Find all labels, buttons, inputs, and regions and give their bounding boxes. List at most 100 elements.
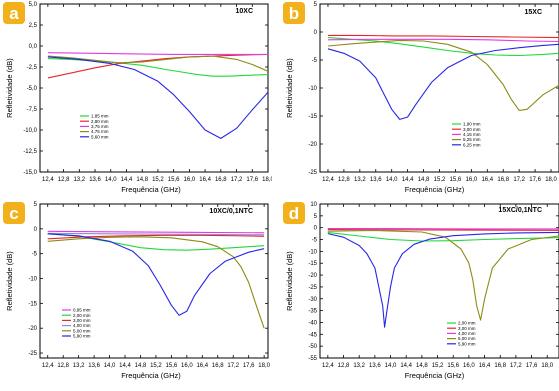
y-tick-label: -10: [308, 86, 317, 92]
x-tick-label: 15,6: [450, 177, 462, 183]
y-tick-label: -25: [308, 170, 317, 176]
series-line: [47, 236, 265, 329]
legend-label: 4,15 mm: [463, 132, 481, 137]
x-tick-label: 14,4: [119, 363, 131, 369]
series-line: [327, 231, 559, 328]
legend-label: 5,60 mm: [91, 134, 109, 139]
legend-label: 3,00 mm: [73, 318, 91, 323]
panel-badge: [283, 202, 305, 224]
material-label: 10XC: [235, 8, 253, 15]
series-line: [47, 55, 268, 72]
x-tick-label: 15,2: [434, 177, 446, 183]
series-line: [327, 43, 559, 120]
legend: 2,00 mm3,00 mm4,00 mm5,00 mm5,90 mm: [447, 321, 476, 346]
x-tick-label: 15,2: [150, 363, 162, 369]
x-tick-label: 14,0: [385, 363, 397, 369]
y-tick-label: -15: [28, 301, 37, 307]
series-line: [327, 229, 559, 231]
x-tick-label: 18,0: [545, 177, 557, 183]
y-tick-label: -7,5: [27, 107, 38, 113]
legend-label: 2,80 mm: [91, 119, 109, 124]
series-line: [327, 39, 559, 111]
y-tick-label: -30: [308, 297, 317, 303]
x-tick-label: 12,4: [42, 177, 54, 183]
panel-badge-letter: c: [9, 204, 18, 223]
y-tick-label: 5: [314, 214, 318, 220]
x-tick-label: 14,4: [121, 177, 133, 183]
x-tick-label: 12,8: [338, 177, 350, 183]
y-tick-label: -15,0: [23, 170, 37, 176]
x-tick-label: 13,6: [370, 177, 382, 183]
series-line: [327, 229, 559, 321]
legend-label: 5,00 mm: [73, 328, 91, 333]
x-tick-label: 15,6: [166, 363, 178, 369]
panel-badge: [3, 2, 25, 24]
x-tick-label: 15,6: [168, 177, 180, 183]
legend-label: 3,75 mm: [91, 124, 109, 129]
y-tick-label: -2,5: [27, 65, 38, 71]
x-tick-label: 14,0: [104, 363, 116, 369]
y-tick-label: -25: [28, 351, 37, 357]
series-line: [327, 231, 559, 242]
legend-label: 2,00 mm: [73, 313, 91, 318]
y-tick-label: 5: [34, 202, 38, 208]
y-axis-label: Refletividade (dB): [5, 58, 14, 118]
chart-svg: 12,4 12,8 13,2 13,6 14,0 14,4 14,8 15,2 15,6 16,0…: [3, 202, 271, 380]
plot-frame: [39, 203, 269, 359]
panel-badge-letter: a: [9, 4, 19, 23]
legend-label: 4,00 mm: [73, 323, 91, 328]
plot-frame: [319, 3, 559, 173]
y-axis-label: Refletividade (dB): [285, 251, 294, 311]
plot-frame: [319, 203, 559, 359]
plot-frame: [39, 3, 269, 173]
x-tick-label: 12,4: [322, 363, 334, 369]
x-tick-label: 14,4: [400, 363, 412, 369]
x-tick-label: 13,2: [73, 363, 85, 369]
x-tick-label: 16,4: [481, 177, 493, 183]
y-tick-label: -12,5: [23, 149, 37, 155]
legend-label: 1,85 mm: [91, 114, 109, 119]
series-line: [47, 56, 268, 139]
chart-panel-b: 12,4 12,8 13,2 13,6 14,0 14,4 14,8 15,2 15,6 16,0…: [280, 0, 559, 196]
y-tick-label: -20: [308, 142, 317, 148]
series-line: [327, 38, 559, 43]
legend-label: 4,00 mm: [458, 331, 476, 336]
x-tick-label: 13,2: [353, 363, 365, 369]
chart-panel-a: 12,4 12,8 13,2 13,6 14,0 14,4 14,8 15,2 15,6 16,0…: [0, 0, 272, 196]
chart-svg: 12,4 12,8 13,2 13,6 14,0 14,4 14,8 15,2 15,6 16,0…: [3, 2, 272, 194]
y-tick-label: -10,0: [23, 128, 37, 134]
y-tick-label: -5: [32, 252, 38, 258]
x-tick-label: 13,2: [354, 177, 366, 183]
x-tick-label: 12,8: [338, 363, 350, 369]
legend-label: 5,00 mm: [458, 336, 476, 341]
y-tick-label: -5: [312, 58, 318, 64]
x-tick-label: 14,8: [416, 363, 428, 369]
x-tick-label: 16,8: [212, 363, 224, 369]
y-axis-label: Refletividade (dB): [5, 251, 14, 311]
chart-panel-c: 12,4 12,8 13,2 13,6 14,0 14,4 14,8 15,2 15,6 16,0…: [0, 200, 272, 391]
y-tick-label: -50: [308, 344, 317, 350]
series-line: [47, 52, 268, 55]
series-line: [47, 53, 268, 79]
y-tick-label: -15: [308, 261, 317, 267]
x-tick-label: 17,2: [510, 363, 522, 369]
x-tick-label: 13,6: [88, 363, 100, 369]
x-tick-label: 13,6: [369, 363, 381, 369]
x-tick-label: 16,0: [184, 177, 196, 183]
x-tick-label: 13,6: [89, 177, 101, 183]
x-axis-label: Frequência (GHz): [121, 185, 181, 194]
series-line: [47, 58, 268, 77]
x-tick-label: 16,8: [494, 363, 506, 369]
y-tick-label: -15: [308, 114, 317, 120]
series-line: [47, 232, 265, 236]
x-tick-label: 18,0: [258, 363, 270, 369]
x-tick-label: 17,6: [526, 363, 538, 369]
series-group: [327, 228, 559, 328]
x-tick-label: 14,4: [402, 177, 414, 183]
material-label: 10XC/0,1NTC: [209, 208, 253, 215]
legend-label: 1,90 mm: [463, 122, 481, 127]
legend-label: 5,90 mm: [73, 334, 91, 339]
x-tick-label: 17,6: [243, 363, 255, 369]
x-tick-label: 12,8: [58, 177, 70, 183]
legend: 1,85 mm2,80 mm3,75 mm4,75 mm5,60 mm: [80, 114, 109, 139]
